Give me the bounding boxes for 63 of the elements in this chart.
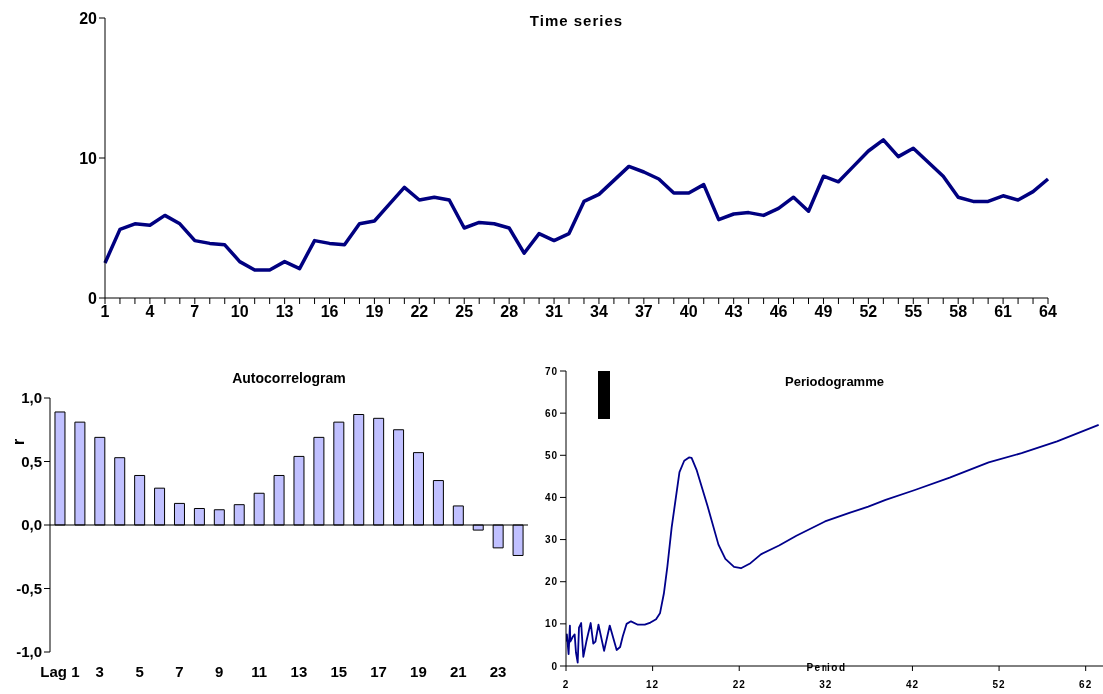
x-tick-label: 52 xyxy=(859,303,878,321)
x-tick-label: Lag 1 xyxy=(40,662,80,680)
x-tick-label: 17 xyxy=(370,662,387,680)
y-tick-label: 20 xyxy=(79,9,98,27)
x-tick-label: 19 xyxy=(410,662,427,680)
x-tick-label: 4 xyxy=(145,303,155,321)
x-tick-label: 42 xyxy=(905,679,920,691)
y-tick-label: 10 xyxy=(544,618,558,630)
x-tick-label: 34 xyxy=(590,303,608,321)
chart-title: Time series xyxy=(528,12,625,29)
x-tick-label: 16 xyxy=(320,303,339,321)
y-tick-label: 0,0 xyxy=(21,516,42,534)
x-tick-label: 7 xyxy=(190,303,200,321)
chart-title: Autocorrelogram xyxy=(231,370,347,386)
y-tick-label: -1,0 xyxy=(16,643,42,661)
y-tick-label: 1,0 xyxy=(21,389,42,407)
x-tick-label: 7 xyxy=(175,662,184,680)
y-tick-label: 50 xyxy=(544,449,558,461)
y-tick-label: 40 xyxy=(544,491,558,503)
x-tick-label: 43 xyxy=(724,303,743,321)
y-tick-label: 10 xyxy=(79,149,98,167)
x-tick-label: 19 xyxy=(365,303,384,321)
y-tick-label: 0,5 xyxy=(21,452,42,470)
y-tick-label: 70 xyxy=(544,365,558,377)
x-tick-label: 28 xyxy=(500,303,519,321)
y-tick-label: 60 xyxy=(544,407,558,419)
x-tick-label: 5 xyxy=(135,662,144,680)
x-tick-label: 23 xyxy=(489,662,507,680)
x-tick-label: 25 xyxy=(455,303,474,321)
x-tick-label: 22 xyxy=(732,679,746,691)
x-tick-label: 37 xyxy=(634,303,653,321)
x-tick-label: 52 xyxy=(992,679,1006,691)
y-tick-label: 30 xyxy=(544,534,558,546)
line-series xyxy=(103,138,1050,272)
x-tick-label: 46 xyxy=(769,303,788,321)
x-tick-label: 62 xyxy=(1079,679,1093,691)
x-tick-label: 9 xyxy=(215,662,224,680)
x-tick-label: 10 xyxy=(230,303,249,321)
x-tick-label: 2 xyxy=(562,679,570,691)
x-tick-label: 11 xyxy=(251,662,268,680)
y-axis-title: r xyxy=(9,438,27,445)
x-tick-label: 1 xyxy=(100,303,110,321)
x-tick-label: 40 xyxy=(679,303,698,321)
x-tick-label: 32 xyxy=(819,679,833,691)
y-tick-label: -0,5 xyxy=(16,579,42,597)
x-tick-label: 13 xyxy=(275,303,294,321)
x-tick-label: 15 xyxy=(330,662,348,680)
x-tick-label: 3 xyxy=(95,662,104,680)
x-tick-label: 31 xyxy=(545,303,564,321)
x-tick-label: 64 xyxy=(1039,303,1057,321)
x-tick-label: 12 xyxy=(646,679,660,691)
x-axis-title: Period xyxy=(806,662,847,674)
chart-title: Periodogramme xyxy=(784,374,885,389)
x-tick-label: 13 xyxy=(290,662,308,680)
x-tick-label: 22 xyxy=(410,303,429,321)
x-tick-label: 58 xyxy=(949,303,968,321)
y-tick-label: 0 xyxy=(551,660,558,672)
x-tick-label: 55 xyxy=(904,303,923,321)
x-tick-label: 21 xyxy=(449,662,467,680)
y-tick-label: 20 xyxy=(544,576,558,588)
x-tick-label: 49 xyxy=(814,303,833,321)
x-tick-label: 61 xyxy=(994,303,1013,321)
y-tick-label: 0 xyxy=(88,289,98,307)
